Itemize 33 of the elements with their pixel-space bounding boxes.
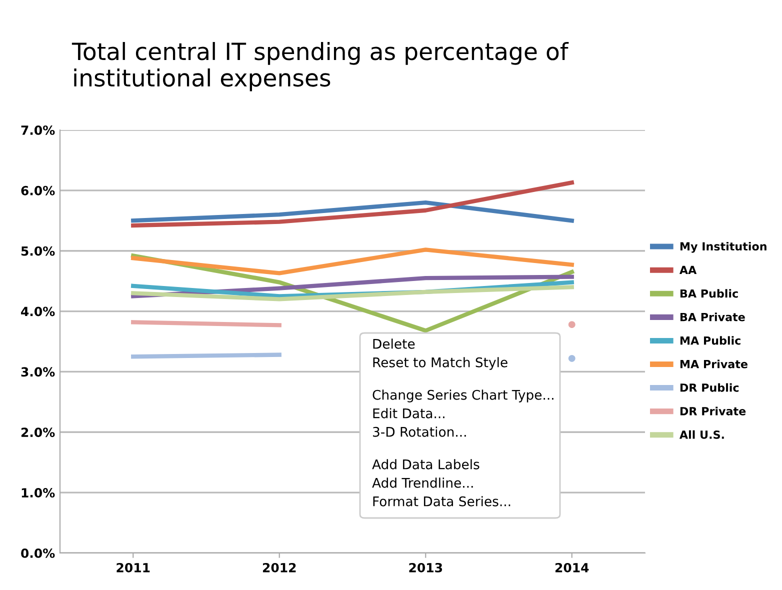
line-series: [131, 180, 574, 228]
legend-label: BA Private: [680, 312, 745, 322]
annotation: Edit Data...: [373, 408, 444, 418]
line-series: [131, 248, 574, 276]
y-tick-label: 6.0%: [21, 186, 55, 196]
y-tick-label: 3.0%: [21, 367, 55, 377]
chart-title: Total central IT spending as percentage of institutional expenses: [72, 42, 569, 92]
y-tick-label: 1.0%: [22, 488, 55, 498]
annotation: Add Trendline...: [372, 478, 473, 488]
y-tick-label: 7.0%: [21, 125, 55, 135]
x-tick-label: 2012: [262, 562, 296, 572]
legend-label: DR Private: [680, 406, 746, 416]
legend-label: MA Public: [680, 336, 740, 345]
x-tick-label: 2014: [555, 562, 589, 572]
line-series: [131, 285, 574, 302]
annotation: Delete: [373, 338, 415, 349]
legend-label: All U.S.: [680, 430, 724, 439]
legend-label: DR Public: [680, 383, 739, 392]
legend-label: AA: [680, 266, 697, 274]
legend-label: BA Public: [680, 289, 738, 298]
y-tick-label: 2.0%: [21, 428, 55, 438]
x-tick-label: 2013: [409, 562, 442, 572]
y-tick-label: 5.0%: [21, 246, 55, 256]
annotation: Add Data Labels: [372, 459, 480, 470]
annotation: Change Series Chart Type...: [372, 390, 554, 402]
annotation: Format Data Series...: [373, 496, 510, 506]
y-tick-label: 0.0%: [21, 548, 55, 558]
x-tick-label: 2011: [116, 562, 150, 572]
y-tick-label: 4.0%: [21, 306, 55, 316]
legend-label: My Institution: [680, 242, 766, 253]
legend-label: MA Private: [680, 360, 748, 368]
annotation: 3-D Rotation...: [373, 426, 466, 437]
annotation: Reset to Match Style: [373, 357, 508, 370]
